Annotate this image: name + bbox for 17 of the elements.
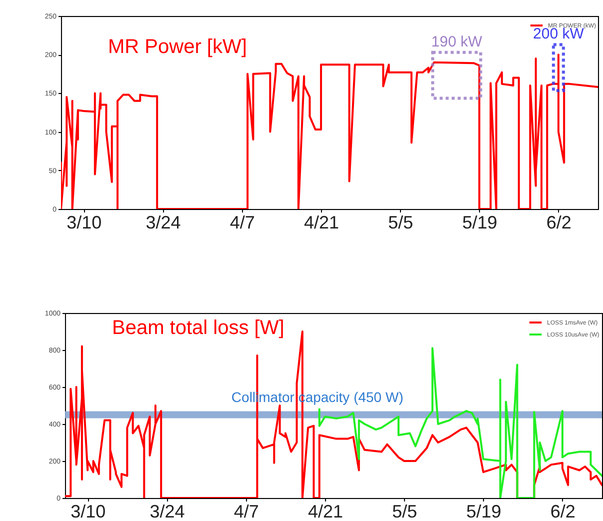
x-tick-label: 3/10 bbox=[66, 212, 102, 232]
x-tick-label: 6/2 bbox=[550, 502, 576, 521]
x-tick-label: 5/19 bbox=[462, 212, 498, 232]
x-tick-label: 5/5 bbox=[392, 502, 418, 521]
x-tick-label: 5/5 bbox=[388, 212, 414, 232]
x-tick-label: 4/7 bbox=[234, 502, 259, 521]
x-tick-label: 4/21 bbox=[304, 212, 340, 232]
x-tick-label: 4/21 bbox=[308, 502, 344, 521]
x-tick-label: 4/7 bbox=[230, 212, 255, 232]
x-tick-label: 5/19 bbox=[466, 502, 502, 521]
annotation: 190 kW bbox=[431, 33, 483, 50]
text: MR Power [kW] bbox=[108, 36, 247, 58]
x-tick-label: 3/10 bbox=[70, 502, 106, 521]
x-tick-label: 6/2 bbox=[546, 212, 572, 232]
x-tick-label: 3/24 bbox=[150, 502, 185, 521]
x-tick-label: 3/24 bbox=[146, 212, 181, 232]
chart-title: Beam total loss [W] bbox=[112, 317, 284, 339]
